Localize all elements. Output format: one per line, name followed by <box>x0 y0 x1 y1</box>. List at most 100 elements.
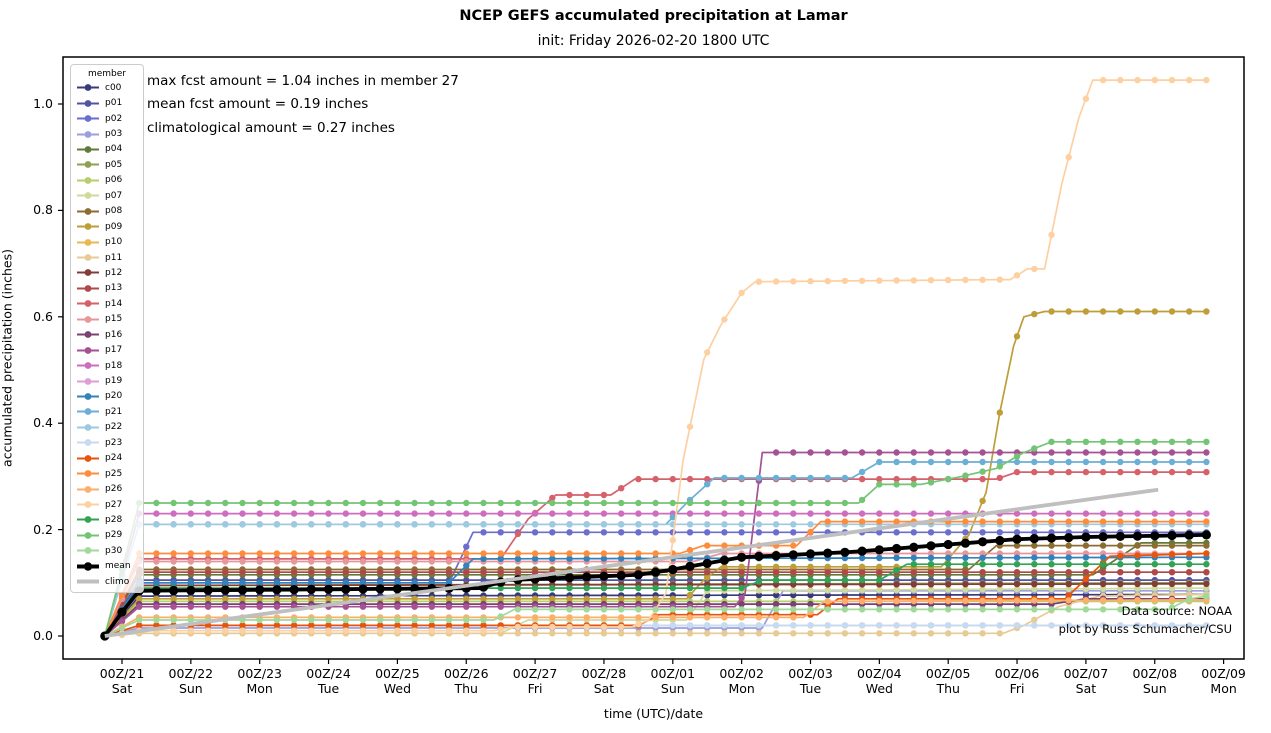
legend-item-p01: p01 <box>76 95 138 110</box>
legend-label: p15 <box>105 314 123 325</box>
climo-annotation: climatological amount = 0.27 inches <box>147 119 395 136</box>
legend-label: p08 <box>105 206 123 217</box>
series-markers-p30 <box>101 592 1210 640</box>
legend-line-swatch-icon <box>77 377 99 385</box>
x-tick-label: 00Z/05 Thu <box>925 666 971 696</box>
x-tick-label: 00Z/04 Wed <box>857 666 902 696</box>
legend-label: p22 <box>105 422 123 433</box>
legend-line-swatch-icon <box>77 331 99 339</box>
legend-item-p13: p13 <box>76 281 138 296</box>
legend-item-p11: p11 <box>76 250 138 265</box>
legend-label: p07 <box>105 190 123 201</box>
legend-line-swatch-icon <box>77 408 99 416</box>
legend-item-p05: p05 <box>76 157 138 172</box>
legend-label: p09 <box>105 221 123 232</box>
legend-item-p22: p22 <box>76 420 138 435</box>
legend-line-swatch-icon <box>77 362 99 369</box>
x-tick-label: 00Z/09 Mon <box>1201 666 1246 696</box>
legend-item-p19: p19 <box>76 373 138 388</box>
legend-line-swatch-icon <box>77 223 99 231</box>
legend-item-c00: c00 <box>76 80 138 95</box>
x-tick-label: 00Z/28 Sat <box>581 666 627 696</box>
series-line-p25 <box>104 520 1207 637</box>
legend-line-swatch-icon <box>77 501 99 508</box>
legend-line-swatch-icon <box>77 454 99 462</box>
x-tick-label: 00Z/02 Mon <box>719 666 764 696</box>
legend-line-swatch-icon <box>77 579 99 584</box>
legend-label: p04 <box>105 144 123 155</box>
legend-item-p04: p04 <box>76 142 138 157</box>
x-tick-label: 00Z/24 Tue <box>306 666 351 696</box>
axes-frame <box>62 56 1245 660</box>
legend-item-p20: p20 <box>76 389 138 404</box>
legend-line-swatch-icon <box>77 192 99 200</box>
legend-line-swatch-icon <box>77 254 99 261</box>
y-tick-label: 0.2 <box>33 521 53 537</box>
legend-line-swatch-icon <box>77 176 99 184</box>
legend-label: p12 <box>105 267 123 278</box>
legend-line-swatch-icon <box>77 547 99 555</box>
legend-label: p30 <box>105 545 123 556</box>
legend-item-p18: p18 <box>76 358 138 373</box>
legend-line-swatch-icon <box>77 207 99 215</box>
plot-author-credit: plot by Russ Schumacher/CSU <box>1058 621 1232 636</box>
y-tick-label: 0.4 <box>33 415 53 431</box>
y-tick-label: 0.6 <box>33 308 53 324</box>
legend-label: p19 <box>105 376 123 387</box>
legend-label: p25 <box>105 468 123 479</box>
legend-item-p27: p27 <box>76 497 138 512</box>
x-tick-label: 00Z/03 Tue <box>788 666 833 696</box>
legend-item-p10: p10 <box>76 234 138 249</box>
series-line-climo <box>104 487 1159 638</box>
legend-item-p07: p07 <box>76 188 138 203</box>
series-line-p24 <box>104 552 1207 637</box>
legend-items: c00 p01 p02 p03 p04 p05 p06 p07 p08 p09 p10 p11 p12 p… <box>76 80 138 589</box>
legend-line-swatch-icon <box>77 238 99 246</box>
chart-title: NCEP GEFS accumulated precipitation at L… <box>459 8 848 24</box>
y-axis-label: accumulated precipitation (inches) <box>0 249 15 467</box>
legend-label: p28 <box>105 514 123 525</box>
legend-item-p09: p09 <box>76 219 138 234</box>
legend-item-p26: p26 <box>76 481 138 496</box>
legend-line-swatch-icon <box>77 84 99 92</box>
stats-annotations: max fcst amount = 1.04 inches in member … <box>147 70 459 140</box>
x-tick-label: 00Z/21 Sat <box>99 666 145 696</box>
legend-label: c00 <box>105 82 122 93</box>
legend-item-p25: p25 <box>76 466 138 481</box>
x-tick-label: 00Z/25 Wed <box>375 666 420 696</box>
legend-line-swatch-icon <box>77 269 99 277</box>
legend-line-swatch-icon <box>77 532 99 539</box>
legend-line-swatch-icon <box>77 470 99 478</box>
legend-item-p12: p12 <box>76 265 138 280</box>
legend-label: p24 <box>105 453 123 464</box>
legend-label: p06 <box>105 175 123 186</box>
legend-label: p05 <box>105 159 123 170</box>
credits: Data source: NOAA plot by Russ Schumache… <box>1059 603 1232 638</box>
legend-item-p30: p30 <box>76 543 138 558</box>
legend-label: p26 <box>105 484 123 495</box>
legend-line-swatch-icon <box>77 423 99 431</box>
legend-item-p14: p14 <box>76 296 138 311</box>
legend-item-p21: p21 <box>76 404 138 419</box>
legend-label: p20 <box>105 391 123 402</box>
series-markers-p29 <box>101 438 1210 640</box>
legend-line-swatch-icon <box>77 485 99 493</box>
legend-item-p03: p03 <box>76 126 138 141</box>
data-source-credit: Data source: NOAA <box>1121 604 1232 618</box>
chart-subtitle: init: Friday 2026-02-20 1800 UTC <box>537 33 770 49</box>
legend-label: p16 <box>105 329 123 340</box>
legend-label: p11 <box>105 252 123 263</box>
legend-line-swatch-icon <box>77 516 99 524</box>
x-tick-label: 00Z/07 Sat <box>1063 666 1109 696</box>
legend-item-p08: p08 <box>76 204 138 219</box>
legend-line-swatch-icon <box>77 346 99 354</box>
legend-item-climo: climo <box>76 574 138 589</box>
x-tick-label: 00Z/27 Fri <box>512 666 558 696</box>
x-tick-label: 00Z/23 Mon <box>237 666 282 696</box>
y-tick-label: 1.0 <box>33 96 53 111</box>
legend-label: p29 <box>105 530 123 541</box>
legend-line-swatch-icon <box>77 115 99 122</box>
legend-label: p17 <box>105 345 123 356</box>
